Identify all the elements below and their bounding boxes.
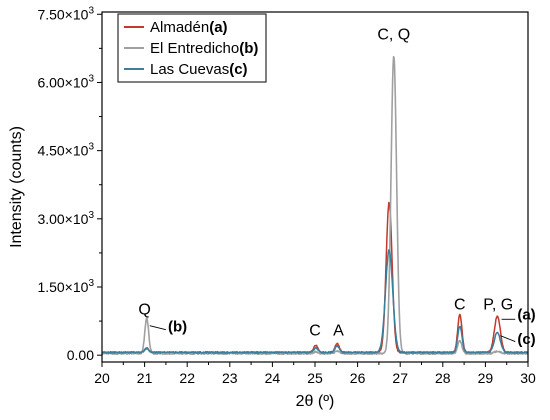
x-tick-label: 27	[392, 370, 408, 386]
y-axis-title: Intensity (counts)	[8, 126, 25, 248]
x-tick-label: 29	[478, 370, 494, 386]
legend-entry: El Entredicho(b)	[150, 40, 258, 57]
x-tick-label: 30	[520, 370, 536, 386]
phase-annotation: A	[333, 323, 344, 340]
x-tick-label: 23	[222, 370, 238, 386]
x-tick-label: 21	[137, 370, 153, 386]
x-tick-label: 28	[435, 370, 451, 386]
series-layer	[102, 55, 528, 356]
series-tag-label: (a)	[517, 307, 535, 324]
x-tick-label: 24	[265, 370, 281, 386]
legend: Almadén(a) El Entredicho(b) Las Cuevas(c)	[117, 13, 267, 83]
y-tick-label: 1.50×103	[37, 278, 94, 295]
y-tick-label: 4.50×103	[37, 142, 94, 159]
x-tick-label: 20	[94, 370, 110, 386]
x-axis-title: 2θ (º)	[296, 393, 335, 410]
series-line-3	[102, 249, 528, 354]
phase-annotation: Q	[138, 301, 150, 318]
annotation-layer: QC AC, QC P, G(b)(a)(c)	[138, 26, 535, 348]
series-line-2	[102, 55, 528, 356]
y-tick-label: 0.00	[67, 347, 94, 363]
x-tick-label: 25	[307, 370, 323, 386]
phase-annotation: P, G	[483, 297, 513, 314]
y-tick-label: 7.50×103	[37, 5, 94, 22]
x-tick-label: 26	[350, 370, 366, 386]
leader-line	[500, 335, 516, 342]
y-tick-label: 3.00×103	[37, 210, 94, 227]
series-tag-label: (b)	[168, 319, 187, 336]
y-tick-label: 6.00×103	[37, 73, 94, 90]
legend-entry: Las Cuevas(c)	[150, 61, 248, 78]
series-tag-label: (c)	[517, 331, 535, 348]
legend-entry: Almadén(a)	[150, 19, 228, 36]
phase-annotation: C	[454, 297, 466, 314]
axes-layer: 20 21 22 23 24 25 26 27 28 29 30 0.00 1.50×103 3.00×1…	[8, 5, 536, 410]
phase-annotation: C, Q	[377, 26, 410, 43]
leader-line	[149, 325, 167, 331]
x-tick-label: 22	[179, 370, 195, 386]
phase-annotation: C	[309, 323, 321, 340]
